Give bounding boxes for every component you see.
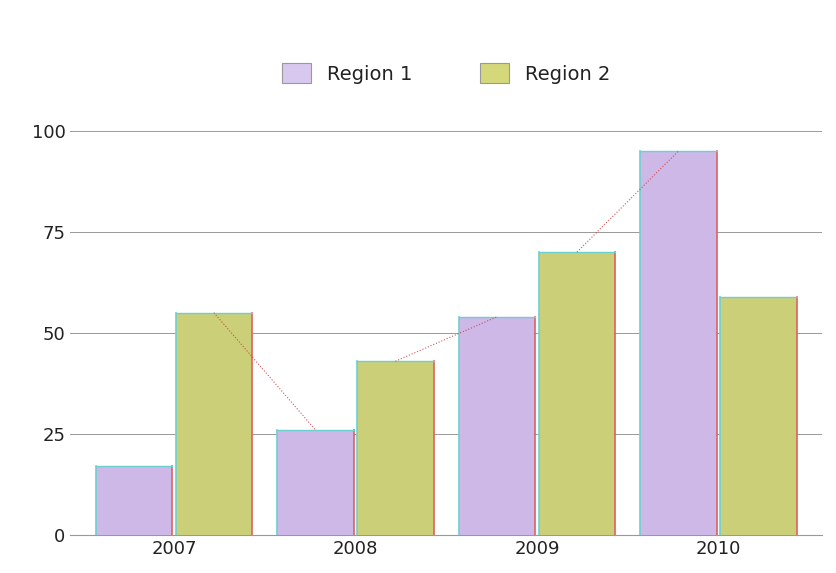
Bar: [277, 430, 354, 535]
Bar: [640, 151, 716, 535]
Bar: [538, 252, 614, 535]
Bar: [720, 296, 796, 535]
Bar: [176, 313, 252, 535]
Bar: [357, 361, 433, 535]
Legend: Region 1, Region 2: Region 1, Region 2: [274, 56, 618, 92]
Bar: [458, 317, 534, 535]
Bar: [96, 466, 172, 535]
